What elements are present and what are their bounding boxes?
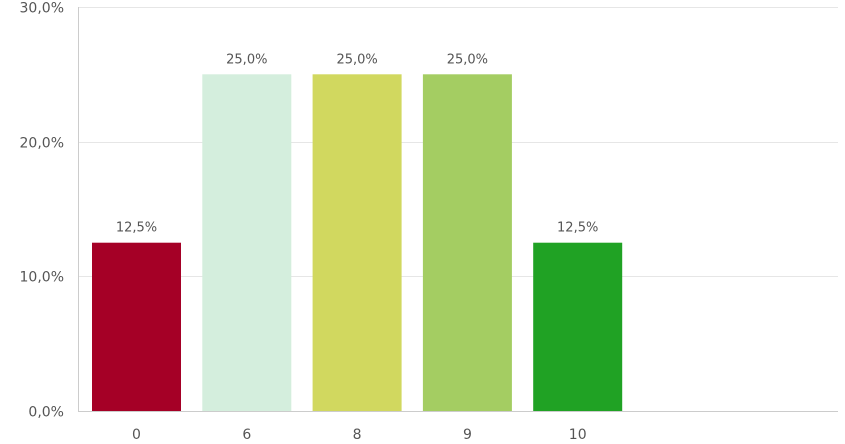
- data-labels: 12,5% 25,0% 25,0% 25,0% 12,5%: [116, 52, 599, 235]
- bar: [533, 242, 623, 411]
- bar-value-label: 25,0%: [336, 52, 377, 67]
- bar: [202, 74, 292, 412]
- x-category-label: 6: [242, 427, 251, 443]
- x-category-label: 0: [132, 427, 141, 443]
- bar-value-label: 25,0%: [226, 52, 267, 67]
- x-category-label: 9: [463, 427, 472, 443]
- bar-value-label: 12,5%: [557, 221, 598, 236]
- x-category-label: 10: [569, 427, 587, 443]
- y-tick-label: 0,0%: [28, 405, 64, 421]
- y-tick-label: 20,0%: [20, 136, 64, 152]
- bar: [422, 74, 512, 412]
- x-category-label: 8: [353, 427, 362, 443]
- bar: [92, 242, 181, 411]
- bars: [92, 74, 623, 412]
- bar: [312, 74, 402, 412]
- axes: 0,0% 10,0% 20,0% 30,0% 0 6 8 9 10: [20, 1, 838, 443]
- bar-value-label: 25,0%: [447, 52, 488, 67]
- bar-value-label: 12,5%: [116, 221, 157, 236]
- y-tick-label: 30,0%: [20, 1, 64, 17]
- y-tick-label: 10,0%: [20, 270, 64, 286]
